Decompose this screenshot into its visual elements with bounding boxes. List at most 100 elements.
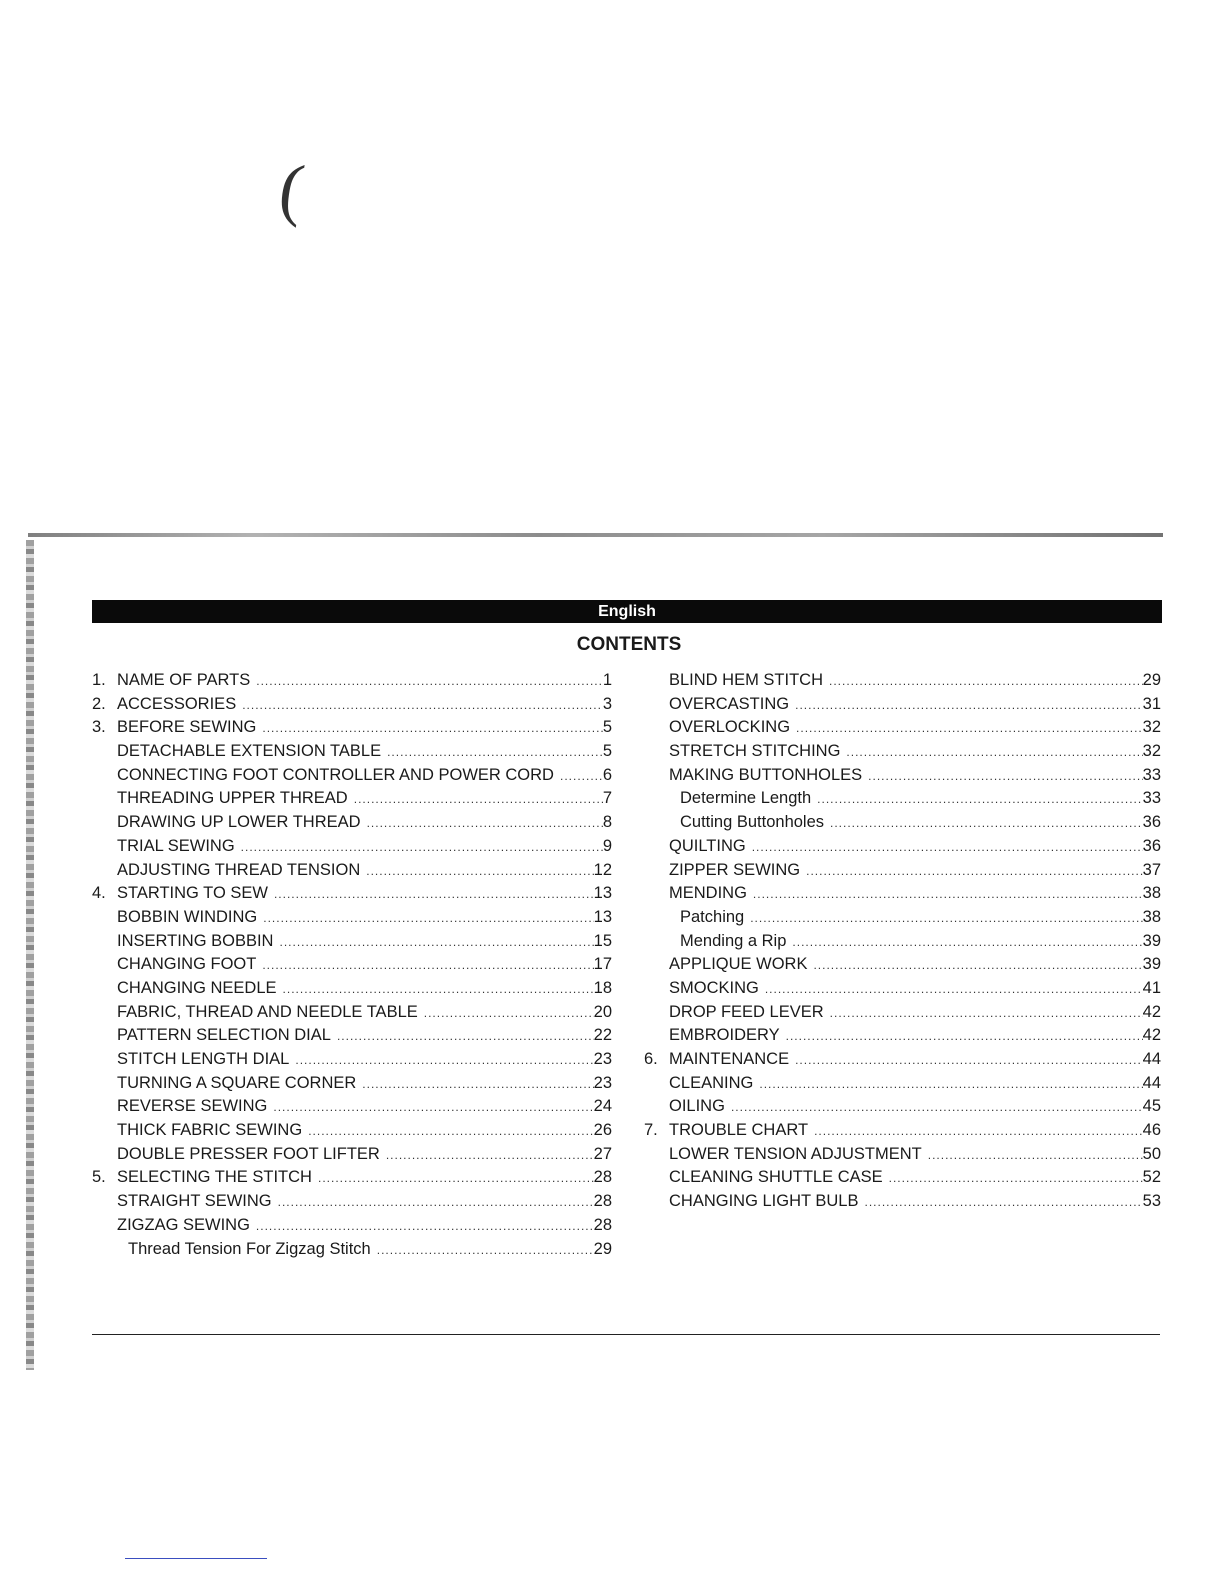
- toc-entry-title: EMBROIDERY: [669, 1026, 780, 1045]
- toc-entry: STRETCH STITCHING 32: [644, 742, 1161, 766]
- toc-entry-title: MENDING: [669, 884, 747, 903]
- dot-leader: [362, 1077, 593, 1091]
- toc-entry-title: MAINTENANCE: [669, 1050, 790, 1068]
- toc-left-column: 1. NAME OF PARTS 1 2. ACCESSORIES 3 3. BEFORE S…: [92, 671, 612, 1263]
- toc-entry-title: STITCH LENGTH DIAL: [117, 1050, 290, 1068]
- toc-entry: ADJUSTING THREAD TENSION 12: [92, 861, 612, 885]
- toc-entry-title: DOUBLE PRESSER FOOT LIFTER: [117, 1144, 380, 1163]
- dot-leader: [273, 1100, 593, 1114]
- dot-leader: [830, 1006, 1143, 1020]
- dot-leader: [263, 911, 593, 925]
- dot-leader: [792, 935, 1142, 949]
- toc-entry-number: 3.: [92, 718, 106, 737]
- toc-entry-title: TRIAL SEWING: [117, 836, 235, 855]
- toc-entry-page: 28: [593, 1168, 612, 1187]
- toc-entry-title: ACCESSORIES: [117, 694, 237, 713]
- dot-leader: [796, 721, 1143, 735]
- dot-leader: [560, 769, 603, 783]
- toc-entry-title: Determine Length: [680, 789, 812, 808]
- toc-entry-page: 53: [1142, 1192, 1161, 1211]
- toc-entry-title: APPLIQUE WORK: [669, 955, 808, 974]
- page-title: CONTENTS: [576, 634, 682, 655]
- toc-entry-title: SMOCKING: [669, 978, 759, 997]
- dot-leader: [256, 1219, 594, 1233]
- toc-entry: 2. ACCESSORIES 3: [92, 695, 612, 719]
- toc-entry-page: 12: [593, 860, 612, 879]
- toc-entry-page: 13: [593, 907, 612, 926]
- dot-leader: [846, 745, 1142, 759]
- toc-entry-page: 38: [1142, 907, 1161, 926]
- toc-entry: DOUBLE PRESSER FOOT LIFTER 27: [92, 1145, 612, 1169]
- toc-entry-title: OVERCASTING: [669, 694, 790, 713]
- toc-entry: FABRIC, THREAD AND NEEDLE TABLE 20: [92, 1003, 612, 1027]
- toc-entry-title: NAME OF PARTS: [117, 671, 251, 689]
- dot-leader: [279, 935, 593, 949]
- toc-entry: MENDING 38: [644, 884, 1161, 908]
- toc-entry: DROP FEED LEVER 42: [644, 1003, 1161, 1027]
- toc-entry-title: THREADING UPPER THREAD: [117, 789, 348, 808]
- toc-entry-title: ZIPPER SEWING: [669, 860, 801, 879]
- scan-artifact-blue-line: [125, 1558, 267, 1559]
- dot-leader: [367, 816, 603, 830]
- dot-leader: [752, 840, 1143, 854]
- toc-entry-title: Mending a Rip: [680, 931, 787, 950]
- dot-leader: [864, 1195, 1142, 1209]
- toc-entry-page: 32: [1142, 718, 1161, 737]
- toc-entry-title: BLIND HEM STITCH: [669, 671, 824, 689]
- dot-leader: [256, 674, 603, 688]
- toc-entry: DETACHABLE EXTENSION TABLE 5: [92, 742, 612, 766]
- toc-entry-page: 52: [1142, 1168, 1161, 1187]
- toc-entry-title: CHANGING NEEDLE: [117, 978, 277, 997]
- dot-leader: [795, 1053, 1143, 1067]
- dot-leader: [337, 1029, 594, 1043]
- toc-entry-number: 6.: [644, 1050, 658, 1068]
- toc-entry-page: 31: [1142, 694, 1161, 713]
- toc-entry-title: THICK FABRIC SEWING: [117, 1121, 303, 1140]
- dot-leader: [262, 721, 602, 735]
- dot-leader: [387, 745, 603, 759]
- toc-entry-page: 42: [1142, 1002, 1161, 1021]
- toc-entry-page: 6: [602, 765, 612, 784]
- toc-entry-page: 38: [1142, 884, 1161, 903]
- toc-entry-title: BOBBIN WINDING: [117, 907, 258, 926]
- toc-entry: APPLIQUE WORK 39: [644, 955, 1161, 979]
- toc-entry-title: LOWER TENSION ADJUSTMENT: [669, 1144, 922, 1163]
- toc-entry-title: DRAWING UP LOWER THREAD: [117, 813, 361, 832]
- toc-entry: OVERLOCKING 32: [644, 718, 1161, 742]
- toc-entry-page: 44: [1142, 1050, 1161, 1068]
- toc-entry-title: DROP FEED LEVER: [669, 1002, 824, 1021]
- toc-entry-title: ZIGZAG SEWING: [117, 1215, 250, 1234]
- dot-leader: [753, 887, 1143, 901]
- toc-entry-title: Thread Tension For Zigzag Stitch: [128, 1239, 371, 1258]
- toc-entry-page: 28: [593, 1192, 612, 1211]
- toc-entry-title: REVERSE SEWING: [117, 1097, 268, 1116]
- toc-entry-page: 24: [593, 1097, 612, 1116]
- dot-leader: [241, 840, 603, 854]
- toc-entry-title: BEFORE SEWING: [117, 718, 257, 737]
- toc-entry-page: 36: [1142, 813, 1161, 832]
- toc-entry: MAKING BUTTONHOLES 33: [644, 766, 1161, 790]
- toc-entry-page: 36: [1142, 836, 1161, 855]
- toc-entry-number: 7.: [644, 1121, 658, 1140]
- toc-entry: SMOCKING 41: [644, 979, 1161, 1003]
- toc-entry-number: 5.: [92, 1168, 106, 1187]
- toc-entry: ZIGZAG SEWING 28: [92, 1216, 612, 1240]
- toc-entry: REVERSE SEWING 24: [92, 1097, 612, 1121]
- toc-entry-title: STRAIGHT SEWING: [117, 1192, 272, 1211]
- toc-entry-title: CHANGING FOOT: [117, 955, 257, 974]
- toc-entry-page: 20: [593, 1002, 612, 1021]
- toc-entry-title: FABRIC, THREAD AND NEEDLE TABLE: [117, 1002, 418, 1021]
- dot-leader: [795, 698, 1143, 712]
- dot-leader: [308, 1124, 593, 1138]
- dot-leader: [318, 1171, 594, 1185]
- toc-entry: 3. BEFORE SEWING 5: [92, 718, 612, 742]
- toc-entry-page: 33: [1142, 765, 1161, 784]
- toc-entry: 6. MAINTENANCE 44: [644, 1050, 1161, 1074]
- dot-leader: [377, 1243, 594, 1257]
- toc-entry-page: 33: [1142, 789, 1161, 808]
- toc-entry-title: CHANGING LIGHT BULB: [669, 1192, 859, 1211]
- toc-entry: CLEANING 44: [644, 1074, 1161, 1098]
- toc-entry-page: 17: [593, 955, 612, 974]
- dot-leader: [813, 958, 1142, 972]
- toc-entry: OVERCASTING 31: [644, 695, 1161, 719]
